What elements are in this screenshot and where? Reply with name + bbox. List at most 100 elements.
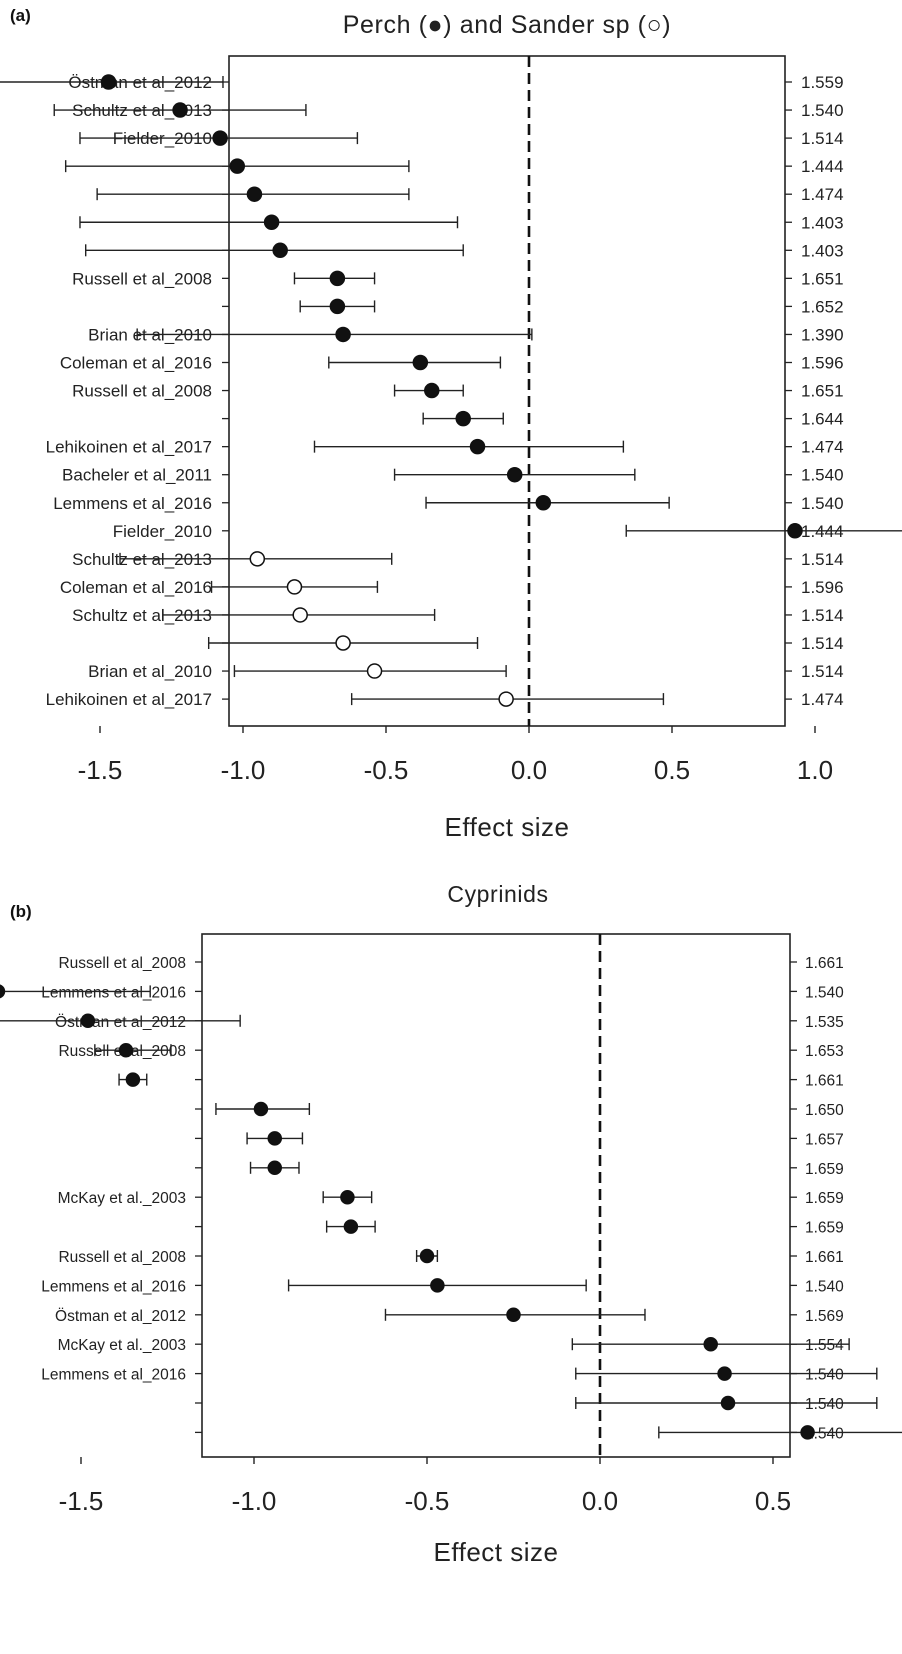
effect-point-filled (267, 1160, 283, 1176)
study-label: Lemmens et al_2016 (41, 1278, 186, 1295)
study-row: Brian et al_2010 1.390 (88, 325, 843, 344)
x-tick-label: -0.5 (364, 755, 409, 785)
x-tick-label: 0.5 (654, 755, 690, 785)
effect-point-open (366, 663, 383, 679)
weight-label: 1.596 (801, 578, 844, 597)
study-row: 1.540 (195, 1425, 902, 1442)
study-row: McKay et al._2003 1.659 (58, 1189, 844, 1207)
study-row: 1.661 (118, 1072, 844, 1090)
x-tick-label: -1.0 (232, 1486, 277, 1516)
study-label: Russell et al_2008 (58, 955, 186, 972)
effect-point-open (286, 579, 303, 595)
study-row: Bacheler et al_2011 1.540 (62, 466, 844, 485)
study-row: Fielder_2010 1.444 (113, 522, 902, 541)
study-row: Schultz et al_2013 1.540 (53, 101, 844, 120)
weight-label: 1.569 (805, 1308, 844, 1325)
x-tick-label: 1.0 (797, 755, 833, 785)
study-row: 1.659 (195, 1160, 844, 1178)
study-label: Brian et al_2010 (88, 662, 212, 681)
study-row: 1.403 (79, 213, 844, 232)
study-row: Östman et al_2012 1.535 (0, 1013, 844, 1031)
effect-point-filled (340, 1189, 355, 1205)
study-row: 1.652 (222, 297, 844, 316)
study-label: Russell et al_2008 (72, 269, 212, 288)
study-label: Fielder_2010 (113, 522, 212, 541)
effect-point-filled (267, 1131, 283, 1146)
study-row: 1.659 (195, 1219, 844, 1237)
panel-label: (a) (10, 6, 31, 25)
weight-label: 1.444 (801, 157, 844, 176)
x-tick-label: 0.5 (755, 1486, 791, 1516)
study-row: 1.474 (96, 185, 844, 204)
weight-label: 1.540 (801, 466, 844, 485)
effect-point-filled (787, 523, 803, 539)
study-row: Fielder_2010 1.514 (79, 129, 844, 148)
weight-label: 1.540 (805, 1396, 844, 1413)
weight-label: 1.659 (805, 1161, 844, 1178)
weight-label: 1.540 (805, 1278, 844, 1295)
study-label: Schultz et al_2013 (72, 606, 212, 625)
weight-label: 1.661 (805, 955, 844, 972)
effect-point-filled (246, 186, 263, 202)
effect-point-open (498, 691, 514, 707)
weight-label: 1.390 (801, 325, 844, 344)
weight-label: 1.657 (805, 1131, 844, 1148)
x-axis-label: Effect size (434, 1537, 559, 1567)
study-label: Östman et al_2012 (55, 1307, 186, 1325)
weight-label: 1.540 (805, 984, 844, 1001)
study-row: Russell et al_2008 1.651 (72, 382, 843, 401)
weight-label: 1.403 (801, 241, 844, 260)
study-row: Schultz et al_2013 1.514 (72, 606, 843, 625)
study-row: 1.650 (195, 1101, 844, 1119)
study-row: Coleman et al_2016 1.596 (60, 578, 844, 597)
weight-label: 1.474 (801, 438, 844, 457)
effect-point-open (292, 607, 308, 623)
weight-label: 1.651 (801, 269, 844, 288)
effect-point-filled (469, 438, 486, 455)
study-label: Lemmens et al_2016 (41, 1367, 186, 1384)
effect-point-filled (412, 354, 429, 371)
weight-label: 1.540 (801, 494, 844, 513)
effect-point-filled (343, 1219, 359, 1234)
x-tick-label: -1.5 (78, 755, 123, 785)
effect-point-filled (212, 130, 228, 146)
study-row: 1.514 (207, 634, 844, 653)
effect-point-filled (455, 410, 471, 427)
weight-label: 1.659 (805, 1190, 844, 1207)
effect-point-filled (125, 1072, 141, 1087)
study-label: Lemmens et al_2016 (53, 494, 212, 513)
weight-label: 1.652 (801, 297, 844, 316)
weight-label: 1.554 (805, 1337, 844, 1354)
weight-label: 1.514 (801, 662, 844, 681)
panel-a: (a)Perch (●) and Sander sp (○)-2.0-1.5-1… (0, 6, 902, 842)
study-label: McKay et al._2003 (58, 1190, 186, 1207)
study-row: Lemmens et al_2016 1.540 (41, 1366, 878, 1384)
study-label: Lehikoinen et al_2017 (46, 690, 212, 709)
study-row: Russell et al_2008 1.661 (58, 1248, 844, 1266)
effect-point-filled (0, 984, 6, 999)
chart-title: Cyprinids (447, 881, 548, 907)
study-label: Coleman et al_2016 (60, 578, 212, 597)
effect-point-filled (717, 1366, 732, 1381)
study-row: 1.644 (222, 410, 844, 429)
panel-label: (b) (10, 902, 32, 921)
study-row: Lehikoinen et al_2017 1.474 (46, 690, 844, 709)
weight-label: 1.514 (801, 129, 844, 148)
study-row: 1.540 (195, 1395, 878, 1413)
effect-point-filled (263, 214, 280, 230)
weight-label: 1.651 (801, 382, 844, 401)
effect-point-filled (229, 158, 246, 174)
effect-point-filled (172, 102, 188, 118)
effect-point-filled (430, 1278, 445, 1293)
x-tick-label: 0.0 (511, 755, 547, 785)
study-row: Lehikoinen et al_2017 1.474 (46, 438, 844, 457)
effect-point-filled (80, 1013, 96, 1029)
weight-label: 1.596 (801, 354, 844, 373)
effect-point-open (249, 551, 266, 567)
study-row: 1.444 (64, 157, 844, 176)
study-row: Östman et al_2012 1.559 (0, 73, 844, 92)
effect-point-filled (535, 495, 552, 511)
plot-frame (201, 933, 791, 1458)
